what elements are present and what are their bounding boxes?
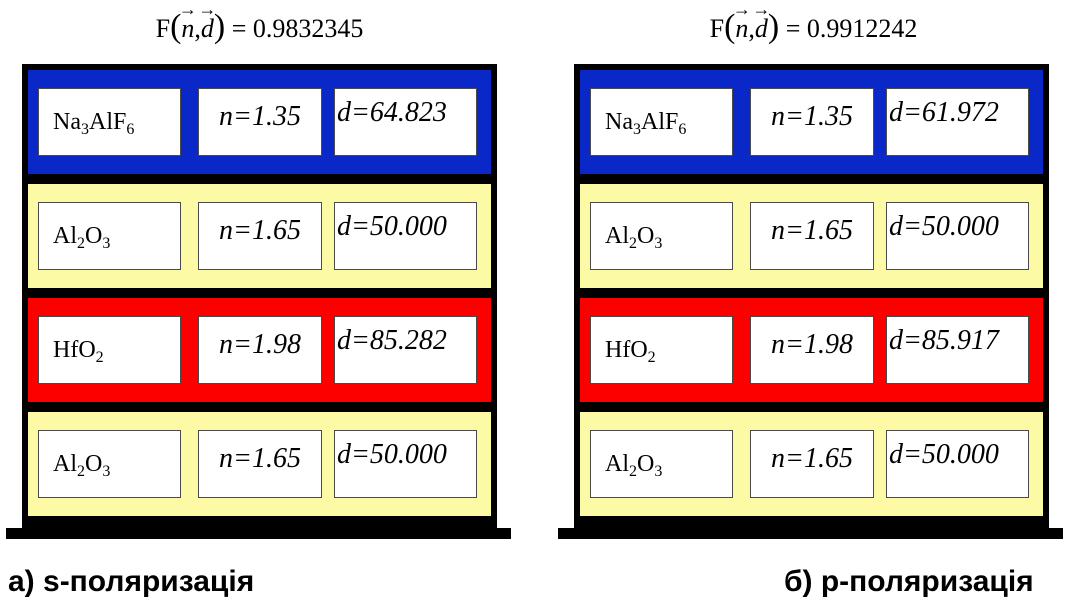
refractive-index: n=1.98: [198, 316, 322, 384]
layer-al2o3: Al2O3 n=1.65 d=50.000: [580, 412, 1043, 516]
merit-function-formula: F(n,d) = 0.9912242: [576, 8, 1051, 46]
panel-caption: б) p-поляризація: [784, 565, 1034, 598]
substrate-base: [558, 528, 1063, 539]
formula-f: F: [155, 14, 171, 43]
panel-s-polarization: F(n,d) = 0.9832345 Na3AlF6 n=1.35 d=64.8…: [0, 0, 520, 606]
formula-equals: =: [231, 14, 247, 43]
layer-al2o3: Al2O3 n=1.65 d=50.000: [580, 184, 1043, 288]
refractive-index: n=1.65: [198, 430, 322, 498]
thickness: d=50.000: [334, 430, 477, 498]
material-label: Al2O3: [590, 202, 733, 270]
merit-function-formula: F(n,d) = 0.9832345: [22, 8, 497, 46]
formula-comma: ,: [748, 14, 755, 43]
thickness: d=64.823: [334, 88, 477, 156]
refractive-index: n=1.65: [198, 202, 322, 270]
formula-comma: ,: [194, 14, 201, 43]
panel-p-polarization: F(n,d) = 0.9912242 Na3AlF6 n=1.35 d=61.9…: [546, 0, 1066, 606]
layer-stack: Na3AlF6 n=1.35 d=64.823 Al2O3 n=1.65 d=5…: [22, 64, 497, 528]
material-label: Al2O3: [38, 202, 181, 270]
refractive-index: n=1.65: [750, 202, 874, 270]
formula-n-vector: n: [181, 14, 194, 44]
layer-stack: Na3AlF6 n=1.35 d=61.972 Al2O3 n=1.65 d=5…: [574, 64, 1049, 528]
material-label: Na3AlF6: [38, 88, 181, 156]
thickness: d=61.972: [886, 88, 1029, 156]
refractive-index: n=1.35: [750, 88, 874, 156]
layer-na3alf6: Na3AlF6 n=1.35 d=64.823: [28, 70, 491, 174]
layer-na3alf6: Na3AlF6 n=1.35 d=61.972: [580, 70, 1043, 174]
formula-d-vector: d: [755, 14, 768, 44]
thickness: d=85.917: [886, 316, 1029, 384]
layer-al2o3: Al2O3 n=1.65 d=50.000: [28, 184, 491, 288]
formula-value: 0.9912242: [806, 14, 918, 43]
thickness: d=50.000: [886, 430, 1029, 498]
material-label: Al2O3: [38, 430, 181, 498]
refractive-index: n=1.65: [750, 430, 874, 498]
material-label: Na3AlF6: [590, 88, 733, 156]
formula-equals: =: [785, 14, 801, 43]
layer-hfo2: HfO2 n=1.98 d=85.282: [28, 298, 491, 402]
formula-n-vector: n: [735, 14, 748, 44]
refractive-index: n=1.35: [198, 88, 322, 156]
formula-f: F: [709, 14, 725, 43]
refractive-index: n=1.98: [750, 316, 874, 384]
formula-value: 0.9832345: [252, 14, 364, 43]
layer-hfo2: HfO2 n=1.98 d=85.917: [580, 298, 1043, 402]
material-label: HfO2: [590, 316, 733, 384]
material-label: HfO2: [38, 316, 181, 384]
layer-al2o3: Al2O3 n=1.65 d=50.000: [28, 412, 491, 516]
substrate-base: [6, 528, 511, 539]
panel-caption: а) s-поляризація: [8, 565, 255, 598]
thickness: d=50.000: [886, 202, 1029, 270]
thickness: d=50.000: [334, 202, 477, 270]
formula-d-vector: d: [201, 14, 214, 44]
material-label: Al2O3: [590, 430, 733, 498]
thickness: d=85.282: [334, 316, 477, 384]
